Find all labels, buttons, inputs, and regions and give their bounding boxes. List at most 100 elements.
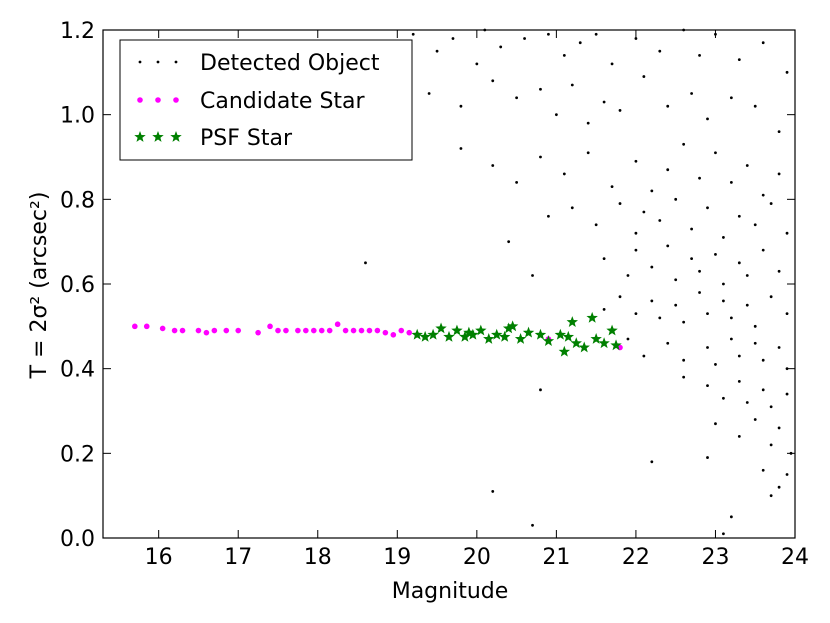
- candidate-star-point: [310, 327, 317, 334]
- legend-label-candidate-star: Candidate Star: [200, 89, 366, 114]
- psf-star-point: [554, 328, 567, 340]
- y-tick-label: 0.4: [60, 358, 95, 383]
- y-tick-label: 1.2: [60, 19, 95, 44]
- detected-object-point: [714, 363, 717, 366]
- detected-object-point: [626, 337, 630, 341]
- detected-object-point: [594, 32, 598, 36]
- x-axis-label: Magnitude: [392, 579, 509, 604]
- detected-object-point: [674, 303, 678, 307]
- candidate-star-point: [342, 327, 349, 334]
- y-axis-label: T = 2σ² (arcsec²): [27, 192, 52, 380]
- y-tick-label: 0.8: [60, 188, 95, 213]
- detected-object-point: [706, 117, 709, 121]
- detected-object-point: [451, 37, 455, 40]
- detected-object-point: [578, 41, 582, 45]
- detected-object-point: [698, 176, 701, 180]
- candidate-star-point: [326, 327, 333, 334]
- detected-object-point: [515, 96, 519, 100]
- detected-object-point: [602, 257, 606, 260]
- candidate-star-point: [275, 327, 281, 334]
- detected-object-point: [658, 49, 662, 53]
- psf-star-point: [463, 326, 475, 338]
- detected-object-point: [562, 54, 566, 57]
- candidate-star-point: [382, 329, 389, 336]
- axis-ticks: 16 17 18 19 20 21 22 23 24 0.0 0.2 0.4 0.6 0.8 1.0 1.2: [60, 19, 809, 570]
- psf-star-point: [514, 333, 527, 344]
- detected-object-point: [682, 142, 686, 146]
- x-tick-label: 17: [224, 545, 252, 570]
- detected-object-point: [761, 468, 765, 472]
- psf-star-point: [435, 322, 447, 334]
- candidate-star-point: [295, 327, 301, 334]
- detected-object-point: [650, 299, 654, 303]
- detected-object-point: [539, 155, 542, 159]
- detected-object-point: [722, 299, 725, 303]
- candidate-star-point: [171, 327, 178, 334]
- detected-object-point: [761, 193, 765, 197]
- detected-object-point: [690, 257, 693, 260]
- x-tick-label: 24: [781, 545, 809, 570]
- psf-star-point: [606, 324, 618, 336]
- candidate-star-point: [179, 327, 186, 334]
- detected-object-point: [562, 172, 566, 176]
- psf-star-point: [598, 337, 610, 349]
- detected-object-point: [411, 32, 415, 36]
- detected-object-point: [554, 113, 558, 117]
- detected-object-point: [737, 214, 741, 218]
- detected-object-point: [777, 346, 781, 349]
- detected-object-point: [634, 37, 638, 40]
- detected-object-point: [547, 32, 550, 36]
- detected-object-point: [745, 164, 749, 167]
- detected-object-point: [777, 172, 781, 176]
- candidate-star-point: [195, 327, 202, 334]
- detected-object-point: [610, 62, 614, 66]
- psf-star-point: [491, 328, 503, 340]
- detected-object-point: [761, 358, 765, 362]
- psf-star-point: [451, 324, 463, 336]
- legend-marker-candidate-star: [155, 97, 161, 103]
- detected-object-point: [777, 269, 781, 273]
- legend-marker-candidate-star: [137, 97, 143, 103]
- legend-marker-detected-object: [174, 60, 178, 64]
- detected-object-point: [777, 485, 781, 489]
- detected-object-point: [682, 375, 686, 379]
- candidate-star-point: [159, 325, 166, 332]
- detected-object-point: [682, 320, 686, 324]
- detected-object-point: [642, 75, 646, 78]
- candidate-star-point: [255, 329, 261, 336]
- detected-object-point: [539, 388, 542, 392]
- detected-object-point: [690, 227, 693, 231]
- y-tick-label: 1.0: [60, 104, 95, 129]
- detected-object-point: [666, 168, 670, 172]
- detected-object-point: [753, 341, 757, 345]
- detected-object-point: [523, 37, 526, 40]
- psf-star-point: [522, 326, 535, 338]
- detected-object-point: [618, 109, 622, 112]
- detected-object-point: [769, 202, 773, 205]
- detected-object-point: [364, 261, 367, 265]
- candidate-star-point: [267, 323, 273, 330]
- detected-object-point: [737, 435, 741, 438]
- detected-object-point: [539, 87, 542, 91]
- psf-star-point: [506, 320, 519, 332]
- detected-object-point: [626, 274, 630, 277]
- detected-object-point: [769, 295, 773, 299]
- candidate-star-point: [203, 329, 210, 336]
- detected-object-point: [531, 523, 534, 527]
- detected-object-point: [753, 324, 757, 328]
- detected-object-point: [753, 104, 757, 108]
- legend: Detected Object Candidate Star PSF Star: [119, 39, 413, 161]
- candidate-star-point: [303, 327, 309, 334]
- detected-object-point: [729, 316, 733, 320]
- detected-object-point: [642, 210, 646, 214]
- detected-object-point: [714, 422, 717, 426]
- candidate-star-point: [398, 327, 405, 334]
- detected-object-point: [761, 388, 765, 392]
- psf-star-point: [459, 330, 471, 342]
- candidate-star-point: [374, 327, 381, 334]
- candidate-star-point: [358, 327, 365, 334]
- detected-object-point: [650, 265, 654, 269]
- detected-object-point: [570, 206, 574, 210]
- psf-star-point: [562, 330, 575, 342]
- candidate-star-point: [223, 327, 230, 334]
